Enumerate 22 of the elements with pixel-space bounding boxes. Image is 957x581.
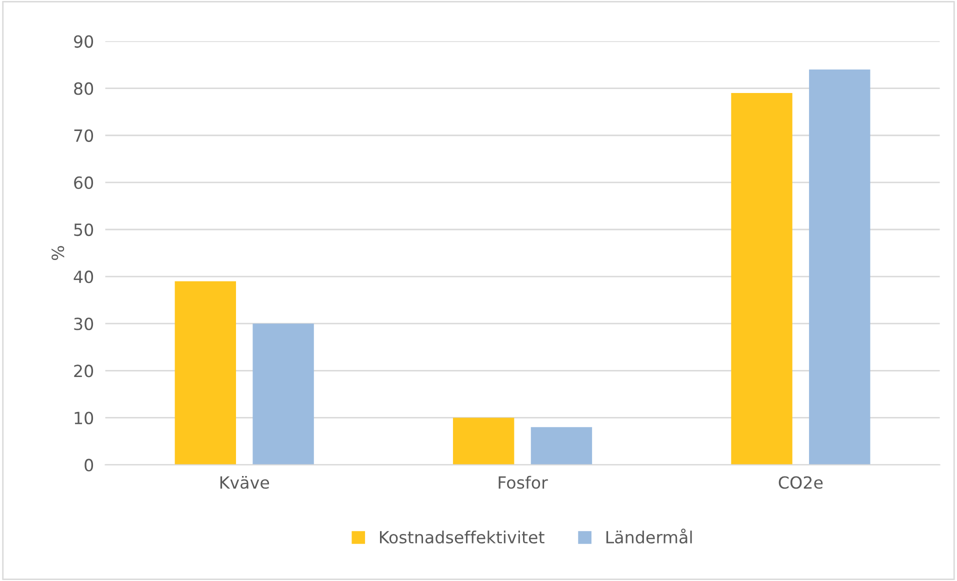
y-tick-label: 70 xyxy=(74,129,94,142)
bar xyxy=(731,93,792,465)
y-tick-label: 30 xyxy=(74,318,94,330)
legend-label: Ländermål xyxy=(606,528,692,544)
y-tick-label: 0 xyxy=(84,458,94,472)
x-tick-label: Fosfor xyxy=(498,476,548,489)
bar xyxy=(452,418,514,465)
x-tick-label: Kväve xyxy=(220,476,270,489)
y-tick-label: 90 xyxy=(74,35,94,48)
y-tick-label: 50 xyxy=(74,223,94,236)
bar xyxy=(809,69,870,465)
bar xyxy=(174,281,236,465)
y-tick-label: 60 xyxy=(74,176,94,190)
legend-label: Kostnadseffektivitet xyxy=(380,530,544,544)
y-tick-label: 40 xyxy=(74,270,94,284)
x-tick-label: CO2e xyxy=(778,476,823,489)
bar xyxy=(530,427,592,465)
y-axis-title: % xyxy=(52,246,64,260)
y-tick-label: 80 xyxy=(74,82,94,95)
y-tick-label: 10 xyxy=(74,412,94,424)
y-tick-label: 20 xyxy=(74,364,94,378)
bar xyxy=(252,324,314,465)
